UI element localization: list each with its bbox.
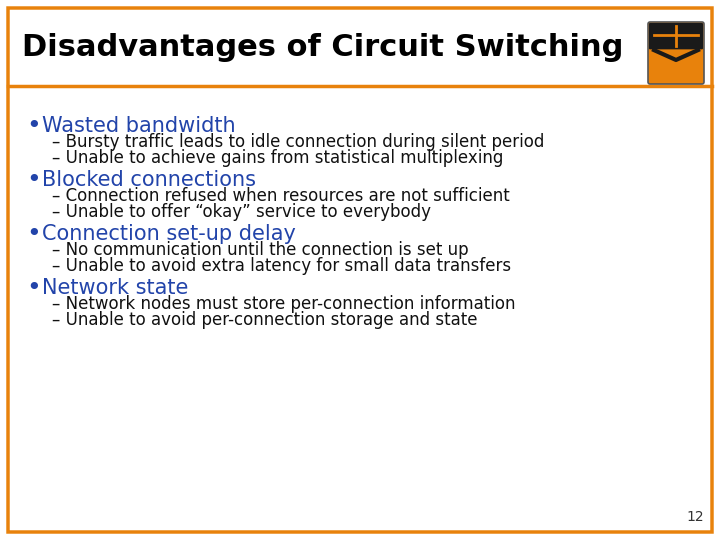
Text: Wasted bandwidth: Wasted bandwidth [42,116,235,136]
Text: 12: 12 [686,510,704,524]
Text: – Connection refused when resources are not sufficient: – Connection refused when resources are … [52,187,510,205]
Text: – Unable to avoid extra latency for small data transfers: – Unable to avoid extra latency for smal… [52,257,511,275]
Text: – Unable to offer “okay” service to everybody: – Unable to offer “okay” service to ever… [52,203,431,221]
Text: – Network nodes must store per-connection information: – Network nodes must store per-connectio… [52,295,516,313]
Text: Connection set-up delay: Connection set-up delay [42,224,296,244]
FancyBboxPatch shape [11,90,709,529]
FancyBboxPatch shape [649,23,703,49]
Text: •: • [26,222,41,246]
Text: Blocked connections: Blocked connections [42,170,256,190]
Text: – Unable to avoid per-connection storage and state: – Unable to avoid per-connection storage… [52,311,477,329]
Text: – Unable to achieve gains from statistical multiplexing: – Unable to achieve gains from statistic… [52,149,503,167]
Text: Disadvantages of Circuit Switching: Disadvantages of Circuit Switching [22,32,624,62]
Text: •: • [26,168,41,192]
Text: – Bursty traffic leads to idle connection during silent period: – Bursty traffic leads to idle connectio… [52,133,544,151]
FancyBboxPatch shape [648,22,704,84]
FancyBboxPatch shape [8,8,712,532]
Text: •: • [26,114,41,138]
Text: – No communication until the connection is set up: – No communication until the connection … [52,241,469,259]
Text: Network state: Network state [42,278,189,298]
Text: •: • [26,276,41,300]
